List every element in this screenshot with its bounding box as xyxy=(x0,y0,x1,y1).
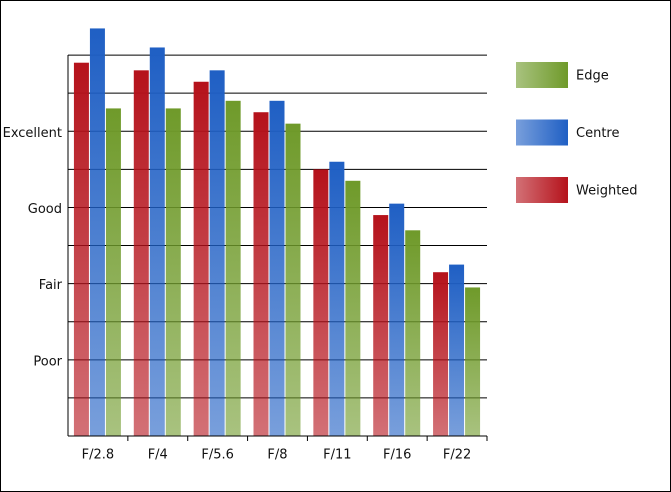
bar xyxy=(165,108,181,436)
bar xyxy=(329,161,345,436)
x-tick-label: F/4 xyxy=(148,448,168,463)
bar xyxy=(149,47,165,437)
legend-swatch xyxy=(516,177,568,203)
legend-swatch xyxy=(516,62,568,88)
bar xyxy=(345,180,361,436)
bar xyxy=(389,203,405,436)
y-tick-label: Excellent xyxy=(3,126,62,141)
legend-label: Weighted xyxy=(576,184,638,199)
x-tick-label: F/11 xyxy=(323,448,351,463)
bar xyxy=(209,70,225,436)
legend-label: Edge xyxy=(576,69,609,84)
y-tick-label: Fair xyxy=(39,278,63,293)
bar xyxy=(253,112,269,437)
bar xyxy=(193,81,209,436)
bar xyxy=(405,230,421,436)
legend-swatch xyxy=(516,119,568,146)
y-tick-label: Poor xyxy=(33,354,62,369)
bar xyxy=(73,62,89,436)
bar xyxy=(269,100,285,437)
bar xyxy=(225,100,241,437)
x-tick-label: F/8 xyxy=(267,448,287,463)
x-tick-label: F/2.8 xyxy=(82,448,115,463)
bar xyxy=(449,264,465,436)
bar xyxy=(89,28,105,436)
bar xyxy=(285,123,301,437)
bar xyxy=(105,108,121,436)
bar xyxy=(133,70,149,436)
bar xyxy=(433,272,449,436)
bar xyxy=(373,215,389,436)
x-tick-label: F/5.6 xyxy=(201,448,234,463)
x-tick-label: F/16 xyxy=(383,448,411,463)
y-tick-label: Good xyxy=(28,202,62,217)
bar xyxy=(465,287,481,436)
legend-label: Centre xyxy=(576,126,619,141)
x-tick-label: F/22 xyxy=(443,448,471,463)
bar xyxy=(313,169,329,436)
